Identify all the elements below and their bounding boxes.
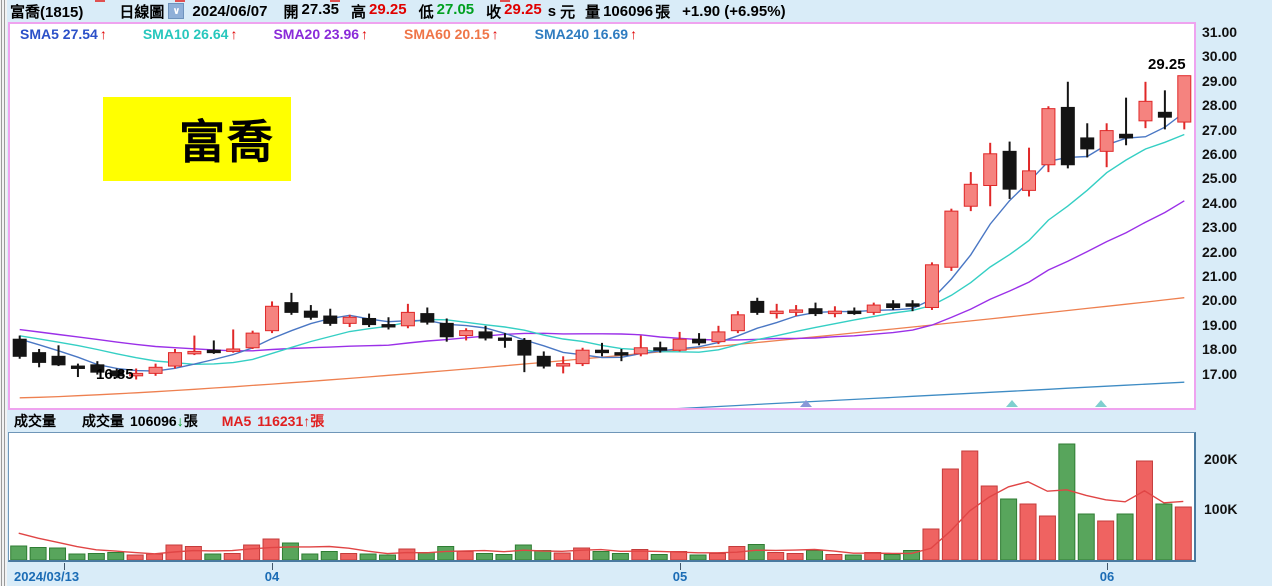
x-axis-label: 05 [672,569,688,584]
price-axis-label: 29.00 [1202,72,1238,89]
ohlc-field-label: 低 [418,3,434,21]
top-edge-artifact [95,0,105,2]
price-axis-label: 26.00 [1202,146,1238,162]
volume-today-value: 106096 [130,413,177,429]
price-axis-label: 17.00 [1202,365,1238,382]
price-axis-label: 27.00 [1202,121,1238,138]
caret-mark [1095,400,1107,407]
up-arrow-icon: ↑ [491,26,499,42]
ohlc-field-label: 開 [283,3,299,21]
sma-legend-item: SMA5 27.54 ↑ [20,26,107,42]
splitter-line [1,0,2,586]
price-axis-label: 23.00 [1202,219,1238,236]
volume-ma5-label: MA5 [221,413,252,429]
ohlc-field-label: 收 [486,3,502,21]
sma-label: SMA20 23.96 [273,26,360,42]
price-axis-label: 30.00 [1202,48,1238,65]
x-axis-tick [680,563,681,570]
volume-ma5-arrow-icon: ↑ [303,413,311,429]
change-value: +1.90 (+6.95%) [682,2,786,20]
stock-watermark-label: 富喬 [103,97,291,181]
volume-today-unit: 張 [183,413,198,429]
volume-ma5-value: 116231 [257,413,304,429]
price-axis-label: 20.00 [1202,292,1238,309]
volume-plot[interactable] [9,433,1194,560]
ohlc-field-value: 29.25 [369,0,407,18]
sma-legend-item: SMA10 26.64 ↑ [143,26,238,42]
ohlc-field-value: 27.35 [301,0,340,18]
ohlc-field-value: 29.25 [504,0,542,18]
top-edge-artifact [175,0,185,2]
price-annotation: 29.25 [1148,56,1186,73]
caret-mark [800,400,812,407]
volume-down-arrow-icon: ↓ [176,413,184,429]
sma-legend-item: SMA60 20.15 ↑ [404,26,499,42]
x-axis-label: 2024/03/13 [14,569,80,584]
sma-label: SMA60 20.15 [404,26,490,42]
volume-header: 成交量 成交量 106096 ↓ 張 MA5 116231 ↑ 張 [14,411,324,431]
quote-header: 富喬(1815) 日線圖 ∨ 2024/06/07 開 27.35 高 29.25 低 2… [10,0,786,22]
volume-pane[interactable] [8,432,1196,562]
price-axis-label: 25.00 [1202,170,1238,187]
splitter-line [4,0,5,586]
price-axis-label: 22.00 [1202,243,1238,260]
top-edge-artifact [330,0,340,2]
stock-title: 富喬(1815) [10,3,84,21]
price-axis-label: 18.00 [1202,341,1238,358]
up-arrow-icon: ↑ [630,26,638,42]
sma-label: SMA10 26.64 [142,26,229,42]
period-selector[interactable]: 日線圖 [119,3,165,21]
ohlc-field-label: 高 [351,3,367,21]
sma-legend-item: SMA240 16.69 ↑ [535,26,637,42]
price-axis-label: 31.00 [1202,24,1238,40]
sma-legend: SMA5 27.54 ↑ SMA10 26.64 ↑ SMA20 23.96 ↑ SMA60… [20,26,637,42]
sma-label: SMA240 16.69 [534,26,629,42]
up-arrow-icon: ↑ [230,26,238,42]
price-axis-label: 24.00 [1202,194,1238,211]
quote-date: 2024/06/07 [192,2,268,20]
volume-axis-label: 100K [1204,501,1238,517]
chevron-down-icon[interactable]: ∨ [168,3,185,19]
volume-today-label: 成交量 [82,413,124,429]
volume-axis-label: 200K [1204,451,1238,467]
x-axis-label: 06 [1099,569,1115,584]
unit-label: 元 [560,3,576,21]
caret-mark [1006,400,1018,407]
volume-label: 量 [585,3,601,21]
candlestick-plot[interactable] [10,24,1194,408]
up-arrow-icon: ↑ [99,26,107,42]
x-axis-tick [272,563,273,570]
price-pane[interactable] [8,22,1196,410]
x-axis-label: 04 [264,569,280,584]
volume-pane-label: 成交量 [14,413,56,429]
volume-value: 106096 [603,2,654,20]
sma-label: SMA5 27.54 [20,26,98,42]
up-arrow-icon: ↑ [361,26,369,42]
x-axis-tick [64,563,65,570]
price-axis-label: 28.00 [1202,97,1238,114]
flag-s: s [547,2,557,20]
volume-ma5-unit: 張 [310,413,325,429]
ohlc-fields: 開 27.35 高 29.25 低 27.05 收 29.25 [273,1,543,22]
ohlc-field-value: 27.05 [436,0,475,18]
left-splitter-handle[interactable] [0,0,7,586]
x-axis: 2024/03/13 04 05 06 [0,562,1272,586]
x-axis-tick [1107,563,1108,570]
volume-unit: 張 [655,3,671,21]
price-annotation: 16.85 [96,366,134,383]
price-axis-label: 19.00 [1202,316,1238,333]
top-edge-artifact [500,0,510,2]
sma-legend-item: SMA20 23.96 ↑ [273,26,368,42]
price-axis-label: 21.00 [1202,268,1238,284]
